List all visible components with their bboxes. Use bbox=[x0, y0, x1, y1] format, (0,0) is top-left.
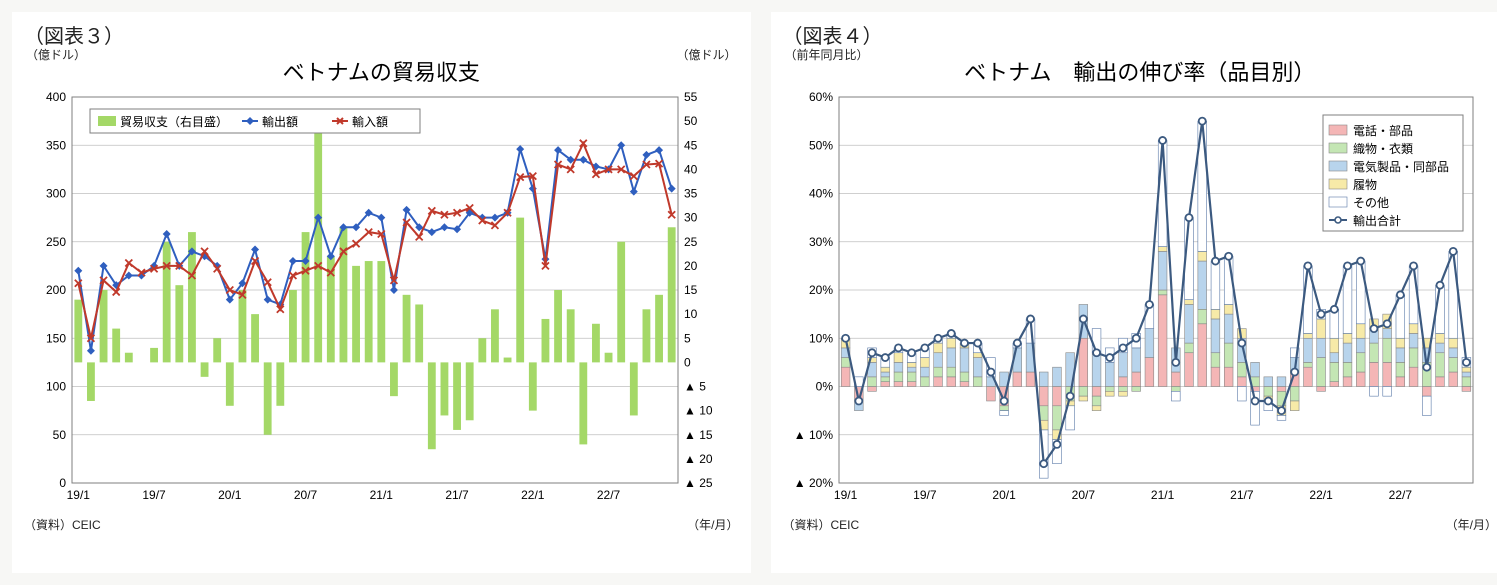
svg-text:21/7: 21/7 bbox=[1230, 488, 1254, 502]
fig3-label: （図表３） bbox=[24, 20, 739, 49]
svg-text:400: 400 bbox=[46, 91, 66, 104]
svg-text:22/1: 22/1 bbox=[521, 488, 545, 502]
svg-text:その他: その他 bbox=[1353, 196, 1389, 210]
svg-text:21/7: 21/7 bbox=[445, 488, 469, 502]
svg-text:19/1: 19/1 bbox=[833, 488, 857, 502]
svg-text:0: 0 bbox=[684, 355, 691, 369]
svg-text:輸出額: 輸出額 bbox=[262, 114, 298, 129]
svg-text:▲ 15: ▲ 15 bbox=[684, 428, 713, 442]
svg-text:▲ 5: ▲ 5 bbox=[684, 380, 706, 394]
svg-text:20/7: 20/7 bbox=[294, 488, 318, 502]
svg-text:電気製品・同部品: 電気製品・同部品 bbox=[1353, 159, 1449, 174]
svg-text:55: 55 bbox=[684, 91, 698, 104]
chart4-xunit: （年/月） bbox=[1446, 516, 1497, 533]
chart4-y-unit: （前年同月比） bbox=[785, 46, 869, 63]
svg-text:0: 0 bbox=[59, 476, 66, 490]
svg-text:45: 45 bbox=[684, 138, 698, 152]
svg-text:15: 15 bbox=[684, 283, 698, 297]
svg-text:履物: 履物 bbox=[1353, 178, 1377, 192]
container: （図表３） （億ドル） （億ドル） ベトナムの貿易収支 050100150200… bbox=[12, 12, 1497, 573]
svg-text:織物・衣類: 織物・衣類 bbox=[1353, 141, 1413, 156]
svg-text:21/1: 21/1 bbox=[1150, 488, 1174, 502]
svg-text:300: 300 bbox=[46, 187, 66, 201]
svg-text:30: 30 bbox=[684, 211, 698, 225]
svg-text:250: 250 bbox=[46, 235, 66, 249]
svg-text:20/1: 20/1 bbox=[218, 488, 242, 502]
svg-text:22/7: 22/7 bbox=[597, 488, 621, 502]
chart4-source: （資料）CEIC bbox=[783, 516, 860, 533]
chart3-svg: 050100150200250300350400▲ 25▲ 20▲ 15▲ 10… bbox=[24, 91, 726, 511]
svg-text:20/1: 20/1 bbox=[992, 488, 1016, 502]
svg-text:▲ 20: ▲ 20 bbox=[684, 452, 713, 466]
svg-text:輸入額: 輸入額 bbox=[352, 114, 388, 129]
chart3-y-right-unit: （億ドル） bbox=[676, 46, 736, 63]
svg-text:40: 40 bbox=[684, 162, 698, 176]
svg-text:50: 50 bbox=[684, 114, 698, 128]
chart3-y-left-unit: （億ドル） bbox=[26, 46, 86, 63]
chart4-title: ベトナム 輸出の伸び率（品目別） bbox=[783, 55, 1497, 87]
fig4-label: （図表４） bbox=[783, 20, 1497, 49]
svg-text:19/7: 19/7 bbox=[913, 488, 937, 502]
svg-text:350: 350 bbox=[46, 138, 66, 152]
svg-text:10%: 10% bbox=[808, 331, 832, 345]
svg-text:電話・部品: 電話・部品 bbox=[1353, 123, 1413, 138]
svg-text:35: 35 bbox=[684, 187, 698, 201]
svg-text:50: 50 bbox=[53, 428, 67, 442]
svg-text:22/7: 22/7 bbox=[1388, 488, 1412, 502]
svg-text:10: 10 bbox=[684, 307, 698, 321]
svg-text:21/1: 21/1 bbox=[370, 488, 394, 502]
svg-text:20/7: 20/7 bbox=[1071, 488, 1095, 502]
svg-text:40%: 40% bbox=[808, 187, 832, 201]
svg-text:貿易収支（右目盛）: 貿易収支（右目盛） bbox=[120, 114, 228, 129]
chart3-panel: （図表３） （億ドル） （億ドル） ベトナムの貿易収支 050100150200… bbox=[12, 12, 751, 573]
svg-text:0%: 0% bbox=[815, 380, 833, 394]
chart3-source: （資料）CEIC bbox=[24, 516, 101, 533]
svg-text:▲ 10: ▲ 10 bbox=[684, 404, 713, 418]
svg-text:200: 200 bbox=[46, 283, 66, 297]
svg-text:150: 150 bbox=[46, 331, 66, 345]
svg-text:50%: 50% bbox=[808, 138, 832, 152]
svg-text:20%: 20% bbox=[808, 283, 832, 297]
svg-text:25: 25 bbox=[684, 235, 698, 249]
svg-text:19/7: 19/7 bbox=[142, 488, 166, 502]
svg-text:100: 100 bbox=[46, 380, 66, 394]
svg-text:▲ 10%: ▲ 10% bbox=[793, 428, 833, 442]
svg-text:▲ 25: ▲ 25 bbox=[684, 476, 713, 490]
chart3-xunit: （年/月） bbox=[687, 516, 738, 533]
svg-text:22/1: 22/1 bbox=[1309, 488, 1333, 502]
chart4-panel: （図表４） （前年同月比） ベトナム 輸出の伸び率（品目別） ▲ 20% ▲ 10… bbox=[771, 12, 1497, 573]
chart3-title: ベトナムの貿易収支 bbox=[24, 55, 739, 87]
svg-text:▲ 20%: ▲ 20% bbox=[793, 476, 833, 490]
svg-text:60%: 60% bbox=[808, 91, 832, 104]
svg-text:20: 20 bbox=[684, 259, 698, 273]
svg-text:30%: 30% bbox=[808, 235, 832, 249]
svg-text:5: 5 bbox=[684, 331, 691, 345]
svg-text:19/1: 19/1 bbox=[67, 488, 91, 502]
svg-text:輸出合計: 輸出合計 bbox=[1353, 213, 1401, 228]
chart4-svg: ▲ 20% ▲ 10% 0% 10% 20% 30% 40% 50% 60% 19/1 19/7 20… bbox=[783, 91, 1485, 511]
